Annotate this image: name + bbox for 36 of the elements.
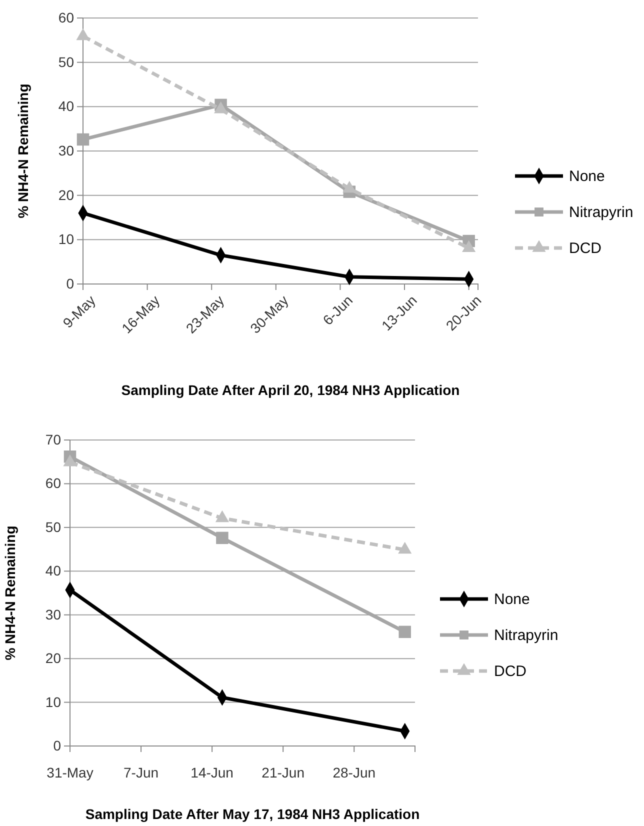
legend-label: None	[569, 168, 605, 185]
x-tick-label: 28-Jun	[332, 764, 376, 780]
legend-label: DCD	[494, 663, 527, 680]
y-tick-label: 50	[45, 518, 62, 535]
y-tick-label: 50	[58, 54, 74, 70]
point	[76, 28, 90, 40]
x-axis-title: Sampling Date After May 17, 1984 NH3 Application	[85, 806, 420, 822]
x-tick-label: 21-Jun	[262, 764, 304, 780]
legend-label: None	[494, 591, 530, 608]
point	[214, 101, 228, 114]
y-tick-label: 40	[45, 562, 62, 579]
y-tick-label: 20	[58, 186, 74, 203]
y-tick-label: 30	[45, 606, 62, 622]
legend-label: Nitrapyrin	[569, 204, 634, 221]
y-tick-label: 0	[66, 275, 74, 292]
legend-label: Nitrapyrin	[494, 627, 558, 644]
legend-label: DCD	[569, 240, 602, 257]
y-axis-title: % NH4-N Remaining	[2, 526, 18, 660]
y-tick-label: 20	[45, 650, 62, 666]
x-tick-label: 14-Jun	[190, 764, 234, 780]
point	[76, 133, 90, 146]
y-tick-label: 0	[53, 737, 62, 754]
x-tick-label: 31-May	[46, 764, 94, 780]
y-tick-label: 30	[58, 142, 74, 158]
y-tick-label: 60	[58, 9, 74, 26]
y-tick-label: 40	[58, 98, 74, 114]
x-axis-title: Sampling Date After April 20, 1984 NH3 Application	[121, 382, 460, 398]
y-tick-label: 10	[58, 231, 74, 248]
point	[342, 180, 356, 193]
x-tick-label: 7-Jun	[124, 764, 159, 780]
y-tick-label: 10	[45, 694, 62, 710]
point	[216, 532, 228, 544]
y-tick-label: 60	[45, 475, 62, 492]
y-tick-label: 70	[45, 431, 62, 448]
point	[398, 626, 411, 638]
y-axis-title: % NH4-N Remaining	[15, 84, 31, 218]
